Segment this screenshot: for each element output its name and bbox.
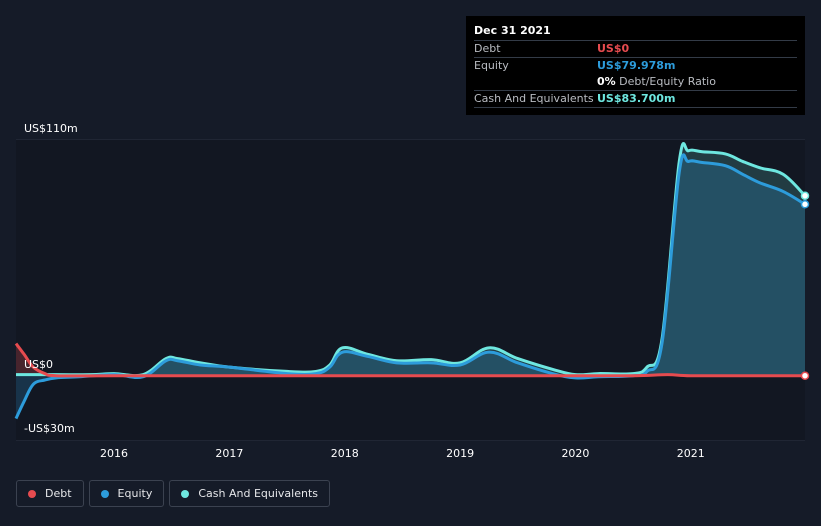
x-tick-label: 2020 <box>561 447 589 460</box>
ratio-suffix: Debt/Equity Ratio <box>615 75 716 88</box>
x-tick-label: 2017 <box>215 447 243 460</box>
endpoint-debt <box>800 371 810 380</box>
tooltip-row-ratio: 0% Debt/Equity Ratio <box>474 74 797 90</box>
tooltip-row-equity: Equity US$79.978m <box>474 57 797 74</box>
y-label-bottom: -US$30m <box>24 422 75 435</box>
tooltip: Dec 31 2021 Debt US$0 Equity US$79.978m … <box>466 16 805 115</box>
y-label-zero: US$0 <box>24 358 53 371</box>
line-debt <box>14 342 805 378</box>
legend-dot <box>28 489 36 498</box>
series-endpoints <box>800 191 810 380</box>
legend-item-debt[interactable]: Debt <box>16 480 84 507</box>
x-tick-label: 2016 <box>100 447 128 460</box>
legend-item-cash[interactable]: Cash And Equivalents <box>169 480 330 507</box>
legend-label: Equity <box>117 487 153 500</box>
tooltip-row-debt: Debt US$0 <box>474 40 797 57</box>
y-label-top: US$110m <box>24 122 78 135</box>
x-axis: 2016 2017 2018 2019 2020 2021 <box>100 447 705 460</box>
x-tick-label: 2018 <box>331 447 359 460</box>
tooltip-value: US$83.700m <box>597 92 676 105</box>
endpoint-cash-and-equivalents <box>800 191 810 200</box>
past-shading <box>16 140 805 440</box>
tooltip-date: Dec 31 2021 <box>474 24 551 37</box>
x-tick-label: 2019 <box>446 447 474 460</box>
tooltip-row-cash: Cash And Equivalents US$83.700m <box>474 90 797 108</box>
x-tick-label: 2021 <box>677 447 705 460</box>
tooltip-label: Equity <box>474 59 509 72</box>
ratio-value: 0% <box>597 75 616 88</box>
series-lines <box>14 142 807 420</box>
tooltip-label: Cash And Equivalents <box>474 92 594 105</box>
tooltip-label <box>474 74 597 90</box>
legend-label: Debt <box>45 487 72 500</box>
endpoint-equity <box>800 200 810 209</box>
area-equity <box>16 154 805 419</box>
legend-dot <box>100 489 109 498</box>
line-cash-and-equivalents <box>16 142 807 378</box>
legend-item-equity[interactable]: Equity <box>88 480 165 507</box>
tooltip-value: US$0 <box>597 42 630 55</box>
legend-label: Cash And Equivalents <box>198 487 318 500</box>
tooltip-value: US$79.978m <box>597 59 676 72</box>
tooltip-label: Debt <box>474 42 501 55</box>
y-axis: US$110m US$0 -US$30m <box>24 122 78 435</box>
tooltip-value: 0% Debt/Equity Ratio <box>597 74 716 90</box>
legend: Debt Equity Cash And Equivalents <box>16 480 330 507</box>
legend-dot <box>181 489 190 498</box>
